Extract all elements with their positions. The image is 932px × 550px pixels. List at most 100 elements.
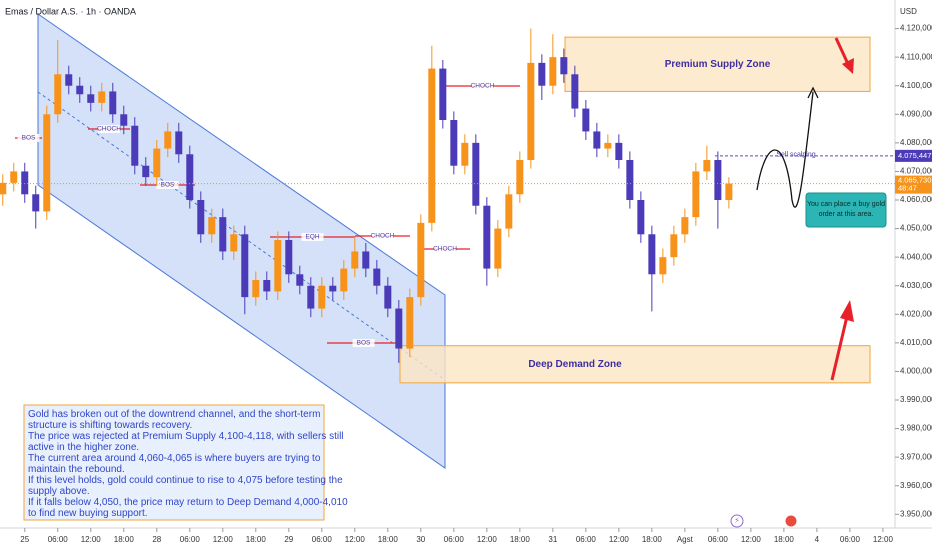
note-line: If this level holds, gold could continue… (28, 475, 343, 486)
structure-label-bg (471, 82, 494, 90)
candle-body (43, 114, 51, 212)
candle-body (472, 142, 480, 206)
candle-body (637, 200, 645, 235)
x-tick-label: 12:00 (81, 535, 102, 544)
structure-label-bg (352, 339, 375, 347)
candle-body (274, 240, 282, 292)
callout-text: order at this area. (819, 211, 874, 218)
candle-body (186, 154, 194, 200)
x-tick-label: 25 (20, 535, 29, 544)
y-tick-label: 4.010,000 (900, 338, 932, 347)
structure-label: CHOCH (471, 83, 495, 90)
candle-body (219, 217, 227, 252)
channel-midline (37, 91, 446, 381)
sell-tag (895, 149, 932, 162)
candle-body (21, 171, 29, 195)
x-tick-label: 12:00 (609, 535, 630, 544)
x-tick-label: 4 (815, 535, 820, 544)
structure-label-bg (156, 181, 179, 189)
zone (564, 36, 871, 92)
x-tick-label: 06:00 (708, 535, 729, 544)
y-tick-label: 4.000,000 (900, 367, 932, 376)
candle-body (483, 205, 491, 269)
note-line: The current area around 4,060-4,065 is w… (28, 453, 321, 464)
candle-body (417, 222, 425, 298)
candle-body (725, 183, 733, 200)
x-tick-label: 31 (548, 535, 557, 544)
candle-body (87, 94, 95, 103)
note-line: maintain the rebound. (28, 464, 125, 475)
callout-box (805, 192, 887, 228)
structure-label: CHOCH (371, 233, 395, 240)
candle-body (164, 131, 172, 149)
structure-label: BOS (22, 135, 36, 142)
candle-body (131, 125, 139, 166)
x-tick-label: 28 (152, 535, 161, 544)
last-price-tag (895, 175, 932, 194)
candle-body (494, 228, 502, 269)
candle-body (10, 171, 18, 183)
candle-body (615, 142, 623, 160)
candle-body (340, 268, 348, 292)
sell-label: 4.075,447 (898, 151, 931, 160)
candle-body (428, 68, 436, 223)
y-tick-label: 4.070,000 (900, 167, 932, 176)
down-arrow (834, 37, 850, 65)
x-tick-label: 18:00 (510, 535, 531, 544)
y-tick-label: 4.050,000 (900, 224, 932, 233)
candle-body (120, 114, 128, 126)
candle-body (461, 142, 469, 166)
x-tick-label: 18:00 (246, 535, 267, 544)
y-tick-label: 3.980,000 (900, 424, 932, 433)
candle-body (714, 160, 722, 200)
y-tick-label: 4.080,000 (900, 138, 932, 147)
flag-icon[interactable] (784, 514, 798, 528)
candle-body (109, 91, 117, 115)
note-line: active in the higher zone. (28, 442, 139, 453)
note-line: Gold has broken out of the downtrend cha… (28, 409, 320, 420)
x-tick-label: 29 (284, 535, 293, 544)
x-tick-label: 12:00 (477, 535, 498, 544)
y-tick-label: 4.060,000 (900, 195, 932, 204)
y-tick-label: 3.950,000 (900, 509, 932, 518)
candle-body (54, 74, 62, 115)
candle-body (626, 160, 634, 200)
note-line: structure is shifting towards recovery. (28, 420, 192, 431)
event-icon[interactable] (730, 514, 744, 528)
countdown: 48:47 (898, 184, 917, 193)
candle-body (593, 131, 601, 149)
y-tick-label: 4.110,000 (900, 52, 932, 61)
zone-label: Deep Demand Zone (528, 359, 622, 370)
candle-body (571, 74, 579, 109)
x-tick-label: 12:00 (741, 535, 762, 544)
up-arrowhead (840, 300, 854, 322)
candle-body (439, 68, 447, 120)
sell-text: Sell scalping (776, 152, 815, 159)
currency-label: USD (900, 7, 917, 16)
structure-label-bg (301, 233, 324, 241)
candle-body (703, 160, 711, 172)
x-tick-label: 18:00 (114, 535, 135, 544)
candle-body (395, 308, 403, 349)
x-tick-label: 06:00 (444, 535, 465, 544)
candle-body (516, 160, 524, 195)
candle-body (450, 120, 458, 166)
structure-label: CHOCH (433, 246, 457, 253)
y-tick-label: 3.970,000 (900, 452, 932, 461)
callout-text: You can place a buy gold (807, 201, 885, 208)
structure-label: BOS (357, 340, 371, 347)
x-tick-label: 06:00 (576, 535, 597, 544)
structure-label: EQH (305, 234, 319, 241)
structure-label: CHOCH (97, 126, 121, 133)
candle-body (373, 268, 381, 286)
note-line: to find new buying support. (28, 508, 148, 519)
y-tick-label: 4.090,000 (900, 109, 932, 118)
x-tick-label: 12:00 (873, 535, 894, 544)
candle-body (527, 62, 535, 160)
x-tick-label: 18:00 (642, 535, 663, 544)
y-tick-label: 4.020,000 (900, 309, 932, 318)
note-box (23, 404, 325, 521)
x-tick-label: 12:00 (345, 535, 366, 544)
candle-body (230, 234, 238, 252)
